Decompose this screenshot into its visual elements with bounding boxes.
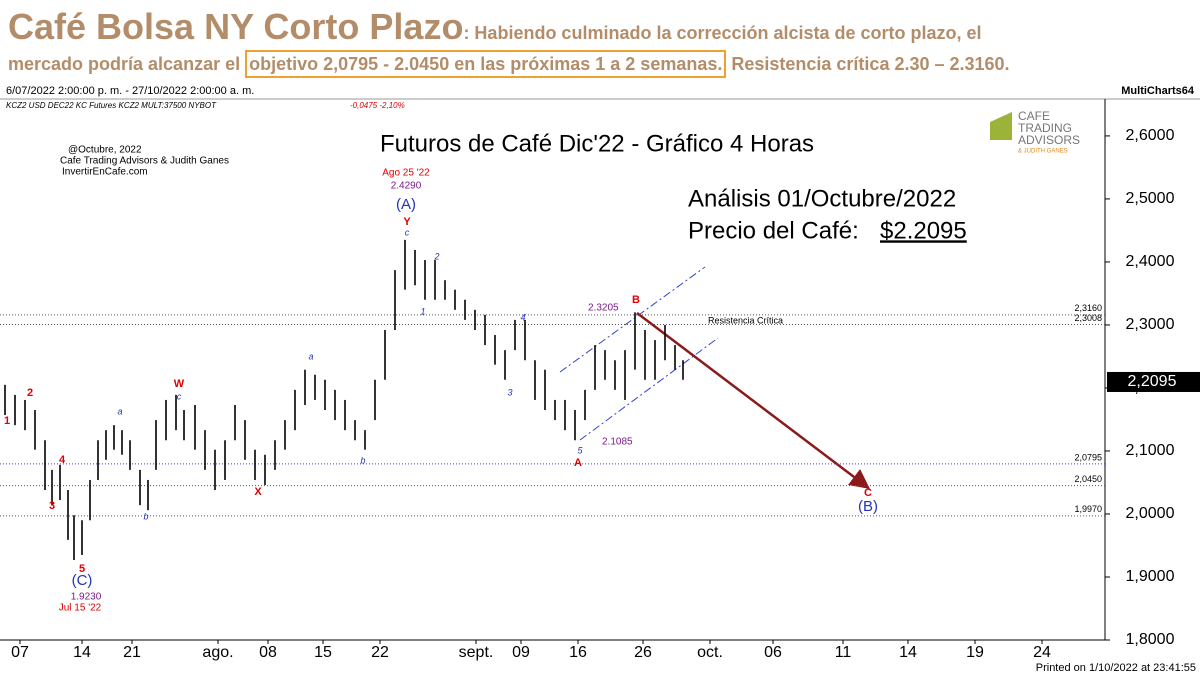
annotation: & JUDITH GANES bbox=[1018, 149, 1068, 155]
annotation: 2.4290 bbox=[391, 181, 422, 192]
x-tick-label: 14 bbox=[899, 644, 917, 661]
x-tick-label: oct. bbox=[697, 644, 723, 661]
annotation: 4 bbox=[520, 312, 525, 322]
y-tick-label: 2,3000 bbox=[1126, 316, 1175, 333]
annotation: 4 bbox=[59, 454, 66, 466]
annotation: (B) bbox=[858, 498, 878, 515]
annotation: a bbox=[308, 351, 313, 361]
date-range: 6/07/2022 2:00:00 p. m. - 27/10/2022 2:0… bbox=[6, 85, 254, 97]
target-box: objetivo 2,0795 - 2.0450 en las próximas… bbox=[245, 50, 727, 78]
x-tick-label: 11 bbox=[835, 644, 852, 661]
level-label: 2,0450 bbox=[1074, 474, 1102, 484]
annotation: Precio del Café: bbox=[688, 217, 859, 244]
annotation: TRADING bbox=[1018, 121, 1072, 135]
x-tick-label: sept. bbox=[459, 644, 494, 661]
annotation: X bbox=[254, 486, 262, 498]
header-line: mercado podría alcanzar el objetivo 2,07… bbox=[8, 50, 1198, 78]
annotation: Análisis 01/Octubre/2022 bbox=[688, 185, 956, 212]
y-tick-label: 2,5000 bbox=[1126, 190, 1175, 207]
x-tick-label: ago. bbox=[202, 644, 233, 661]
level-label: 2,3160 bbox=[1074, 303, 1102, 313]
y-tick-label: 2,6000 bbox=[1126, 127, 1175, 144]
chart-title: Futuros de Café Dic'22 - Gráfico 4 Horas bbox=[380, 130, 814, 157]
annotation: ADVISORS bbox=[1018, 133, 1080, 147]
y-tick-label: 1,8000 bbox=[1126, 631, 1175, 648]
annotation: (C) bbox=[72, 572, 93, 589]
title: Café Bolsa NY Corto Plazo bbox=[8, 6, 464, 47]
change: -0,0475 -2,10% bbox=[350, 101, 405, 110]
annotation: Y bbox=[403, 216, 411, 228]
logo-mark bbox=[990, 112, 1012, 140]
annotation: C bbox=[864, 487, 872, 499]
symbol: KCZ2 USD DEC22 KC Futures KCZ2 MULT:3750… bbox=[6, 101, 217, 110]
annotation: CAFE bbox=[1018, 109, 1050, 123]
x-tick-label: 14 bbox=[73, 644, 91, 661]
channel-line bbox=[559, 266, 706, 373]
annotation: Resistencia Crítica bbox=[708, 315, 783, 325]
x-tick-label: 24 bbox=[1033, 644, 1051, 661]
x-tick-label: 09 bbox=[512, 644, 530, 661]
level-label: 2,0795 bbox=[1074, 452, 1102, 462]
printed-on: Printed on 1/10/2022 at 23:41:55 bbox=[1036, 662, 1196, 674]
annotation: b bbox=[360, 455, 365, 465]
subtitle: mercado podría alcanzar el bbox=[8, 54, 246, 74]
x-tick-label: 16 bbox=[569, 644, 587, 661]
annotation: W bbox=[174, 378, 185, 390]
annotation: Ago 25 '22 bbox=[382, 168, 430, 179]
annotation: 5 bbox=[79, 563, 85, 575]
annotation: A bbox=[574, 457, 582, 469]
header: Café Bolsa NY Corto Plazo: Habiendo culm… bbox=[8, 4, 1198, 78]
annotation: Cafe Trading Advisors & Judith Ganes bbox=[60, 156, 229, 167]
annotation: a bbox=[117, 406, 122, 416]
x-tick-label: 06 bbox=[764, 644, 782, 661]
target-arrow bbox=[636, 312, 870, 490]
x-tick-label: 08 bbox=[259, 644, 277, 661]
app-name: MultiCharts64 bbox=[1121, 85, 1195, 97]
y-tick-label: 2,1000 bbox=[1126, 442, 1175, 459]
x-tick-label: 26 bbox=[634, 644, 652, 661]
annotation: 1 bbox=[4, 415, 10, 427]
header-line: Café Bolsa NY Corto Plazo: Habiendo culm… bbox=[8, 4, 1198, 50]
annotation: (A) bbox=[396, 196, 416, 213]
last-price-label: 2,2095 bbox=[1128, 373, 1177, 390]
annotation: 3 bbox=[507, 387, 512, 397]
annotation: 3 bbox=[49, 500, 55, 512]
annotation: 1 bbox=[420, 306, 425, 316]
annotation: $2.2095 bbox=[880, 217, 967, 244]
subtitle: : Habiendo culminado la corrección alcis… bbox=[463, 23, 982, 43]
x-tick-label: 19 bbox=[966, 644, 984, 661]
x-tick-label: 22 bbox=[371, 644, 389, 661]
x-tick-label: 21 bbox=[123, 644, 141, 661]
annotation: B bbox=[632, 294, 640, 306]
annotation: c bbox=[405, 227, 410, 237]
annotation: 2.3205 bbox=[588, 303, 619, 314]
annotation: c bbox=[177, 391, 182, 401]
annotation: 2.1085 bbox=[602, 437, 633, 448]
level-label: 1,9970 bbox=[1074, 504, 1102, 514]
channel-line bbox=[579, 337, 719, 441]
annotation: InvertirEnCafe.com bbox=[62, 167, 148, 178]
level-label: 2,3008 bbox=[1074, 313, 1102, 323]
annotation: 1.9230 bbox=[71, 592, 102, 603]
x-tick-label: 07 bbox=[11, 644, 29, 661]
y-tick-label: 2,4000 bbox=[1126, 253, 1175, 270]
y-tick-label: 2,0000 bbox=[1126, 505, 1175, 522]
annotation: 2 bbox=[433, 251, 439, 261]
annotation: Jul 15 '22 bbox=[59, 603, 102, 614]
annotation: 2 bbox=[27, 387, 33, 399]
annotation: b bbox=[143, 511, 148, 521]
subtitle: Resistencia crítica 2.30 – 2.3160. bbox=[726, 54, 1010, 74]
last-price-box bbox=[1107, 371, 1200, 392]
x-tick-label: 15 bbox=[314, 644, 332, 661]
annotation: 5 bbox=[577, 445, 583, 455]
y-tick-label: 1,9000 bbox=[1126, 568, 1175, 585]
annotation: @Octubre, 2022 bbox=[68, 145, 142, 156]
